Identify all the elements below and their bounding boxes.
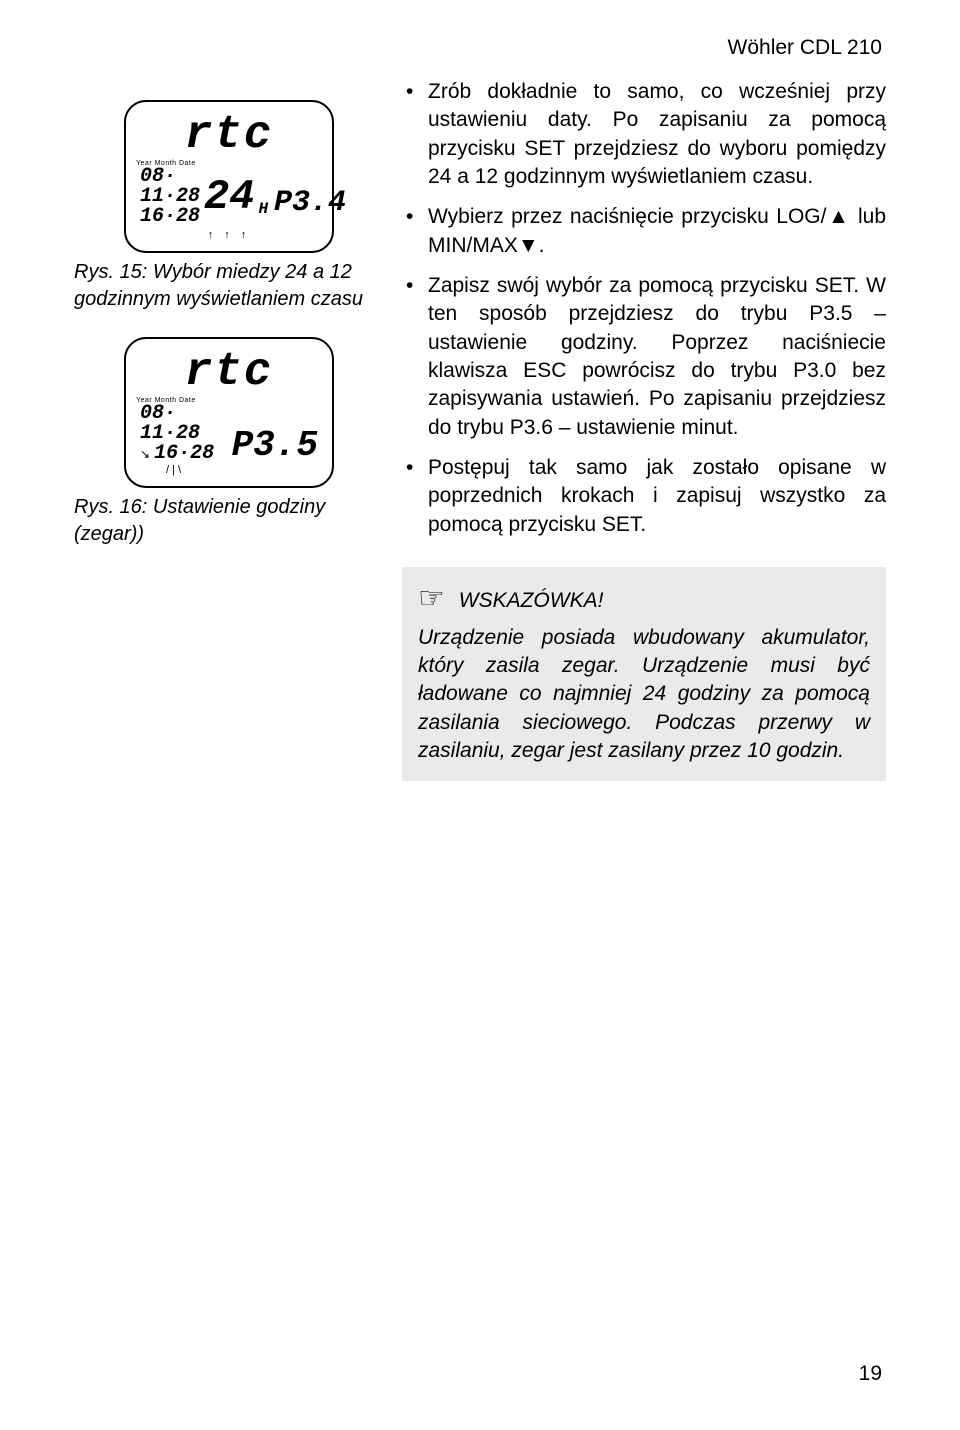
page-header-model: Wöhler CDL 210 [74,36,886,60]
instruction-item: Postępuj tak samo jak zostało opisane w … [402,454,886,539]
lcd-h-label: H [258,200,268,218]
lcd-big-24: 24 [204,176,254,218]
lcd-date: 08· 11·28 [140,167,200,207]
figures-column: rtc Year Month Date 08· 11·28 16·28 24 H… [74,78,384,781]
hint-hand-icon: ☞ [418,579,445,620]
instruction-item: Zapisz swój wybór za pomocą przycisku SE… [402,272,886,442]
lcd-arrows: ↑ ↑ ↑ [136,229,322,241]
figure-15-caption: Rys. 15: Wybór miedzy 24 a 12 godzinnym … [74,259,384,313]
lcd-figure-15: rtc Year Month Date 08· 11·28 16·28 24 H… [124,100,334,253]
instruction-item: Wybierz przez naciśnięcie przycisku LOG/… [402,203,886,260]
lcd-rtc-label-2: rtc [136,349,322,395]
text-column: Zrób dokładnie to samo, co wcześniej prz… [402,78,886,781]
hint-title: WSKAZÓWKA! [459,589,604,612]
hint-box: ☞ WSKAZÓWKA! Urządzenie posiada wbudowan… [402,567,886,781]
lcd-time-2: 16·28 [154,444,214,464]
content-row: rtc Year Month Date 08· 11·28 16·28 24 H… [74,78,886,781]
lcd-p35: P3.5 [232,428,318,464]
lcd-time: 16·28 [140,207,200,227]
figure-16-caption: Rys. 16: Ustawienie godziny (zegar)) [74,494,384,548]
page-number: 19 [859,1362,882,1386]
lcd-date-2: 08· 11·28 [140,404,232,444]
lcd-figure-16: rtc Year Month Date 08· 11·28 ↘ 16·28 P3… [124,337,334,488]
instruction-list: Zrób dokładnie to samo, co wcześniej prz… [402,78,886,539]
lcd-rtc-label: rtc [136,112,322,158]
hint-body: Urządzenie posiada wbudowany akumulator,… [418,624,870,766]
arrow-icon: ↘ [140,448,150,460]
lcd-p34: P3.4 [274,188,346,218]
instruction-item: Zrób dokładnie to samo, co wcześniej prz… [402,78,886,191]
